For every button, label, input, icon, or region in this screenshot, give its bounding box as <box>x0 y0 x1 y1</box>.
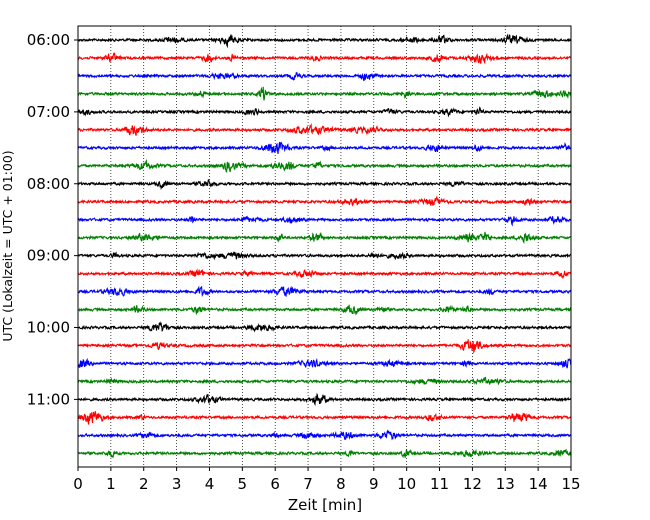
x-tick-label: 11 <box>430 475 449 493</box>
x-tick-label: 6 <box>270 475 280 493</box>
y-tick-label: 10:00 <box>27 319 70 337</box>
trace-0845 <box>77 231 572 245</box>
x-tick-label: 15 <box>561 475 580 493</box>
trace-1045 <box>77 376 572 386</box>
trace-1030 <box>77 357 572 369</box>
x-tick-label: 7 <box>303 475 313 493</box>
x-tick-label: 3 <box>172 475 182 493</box>
trace-0600 <box>77 33 572 49</box>
x-tick-label: 0 <box>73 475 83 493</box>
x-axis: 0 1 2 3 4 5 6 7 8 9 10 11 12 13 14 15 <box>73 467 581 493</box>
y-tick-label: 08:00 <box>27 175 70 193</box>
trace-1145 <box>77 448 572 459</box>
trace-1115 <box>77 411 572 425</box>
trace-0800 <box>77 179 572 191</box>
trace-1100 <box>78 392 572 407</box>
x-tick-label: 1 <box>106 475 116 493</box>
x-tick-label: 4 <box>205 475 215 493</box>
trace-0930 <box>77 285 572 297</box>
trace-group <box>77 33 572 459</box>
trace-0900 <box>77 251 572 261</box>
y-tick-label: 06:00 <box>27 31 70 49</box>
y-tick-label: 09:00 <box>27 247 70 265</box>
trace-0715 <box>77 122 572 136</box>
x-tick-label: 12 <box>463 475 482 493</box>
y-tick-label: 07:00 <box>27 103 70 121</box>
x-tick-label: 14 <box>529 475 548 493</box>
trace-0745 <box>77 158 572 173</box>
x-tick-label: 9 <box>369 475 379 493</box>
x-tick-label: 2 <box>139 475 149 493</box>
trace-0700 <box>77 106 572 118</box>
y-axis: 06:00 07:00 08:00 09:00 10:00 11:00 <box>27 31 78 408</box>
x-tick-label: 10 <box>397 475 416 493</box>
trace-0815 <box>77 195 572 207</box>
x-tick-label: 8 <box>336 475 346 493</box>
x-tick-label: 5 <box>238 475 248 493</box>
x-tick-label: 13 <box>496 475 515 493</box>
trace-0945 <box>77 304 572 316</box>
trace-1015 <box>77 339 572 354</box>
trace-0830 <box>77 215 572 227</box>
trace-0630 <box>77 71 572 82</box>
y-axis-label: UTC (Lokalzeit = UTC + 01:00) <box>0 150 15 341</box>
trace-1130 <box>77 429 572 441</box>
trace-1000 <box>77 321 572 333</box>
plot-frame <box>77 25 572 468</box>
trace-0645 <box>77 86 572 101</box>
y-tick-label: 11:00 <box>27 390 70 408</box>
trace-0615 <box>77 52 572 65</box>
trace-0730 <box>77 141 572 155</box>
trace-0915 <box>77 268 572 279</box>
x-axis-label: Zeit [min] <box>288 496 362 514</box>
